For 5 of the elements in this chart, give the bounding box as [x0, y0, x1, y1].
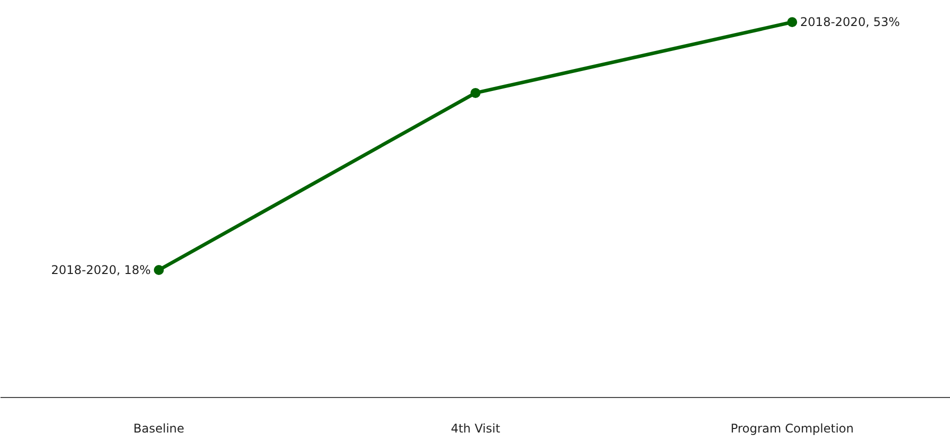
- data-label: 2018-2020, 18%: [51, 263, 151, 278]
- x-tick-label: 4th Visit: [450, 422, 500, 436]
- x-tick-label: Program Completion: [730, 422, 854, 436]
- data-label: 2018-2020, 53%: [800, 15, 900, 30]
- x-tick-label: Baseline: [133, 422, 184, 436]
